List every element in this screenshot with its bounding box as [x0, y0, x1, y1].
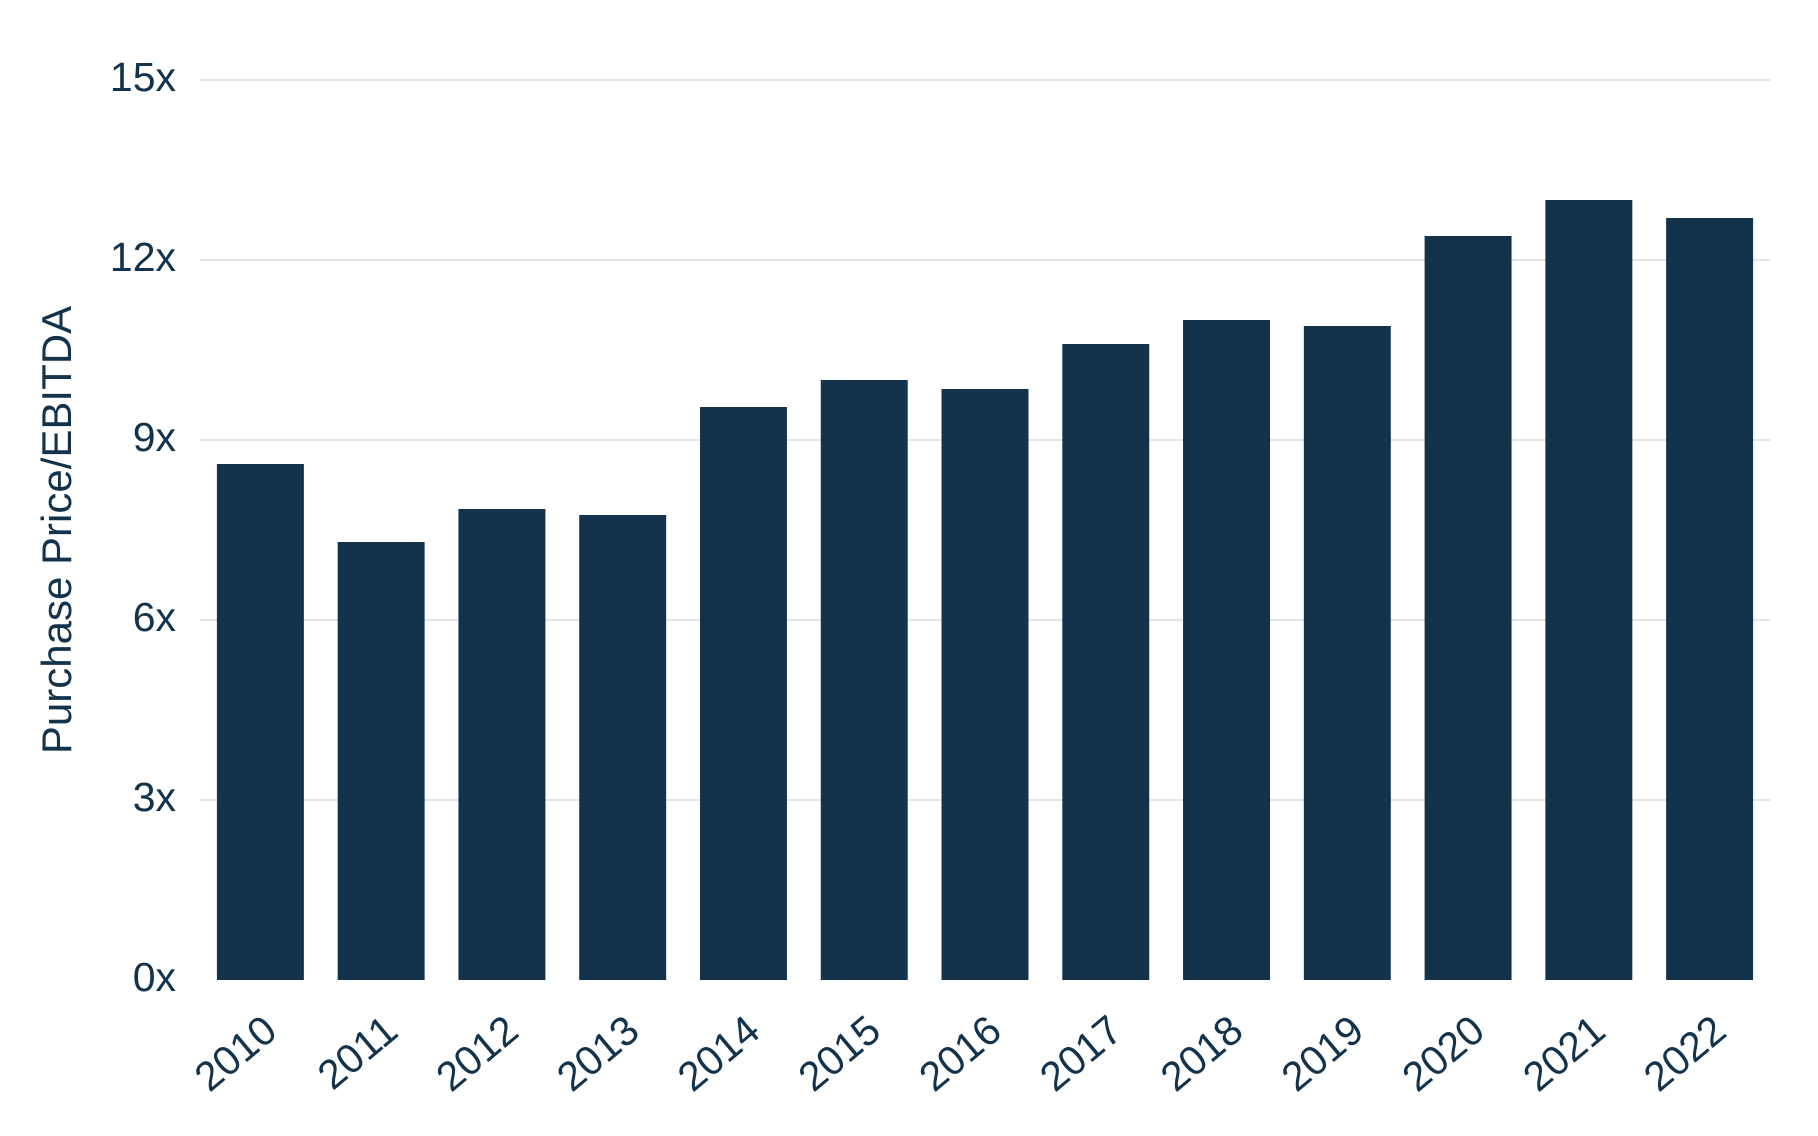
bar	[942, 389, 1029, 980]
bar	[1062, 344, 1149, 980]
bar	[217, 464, 304, 980]
bar-chart: 0x3x6x9x12x15x20102011201220132014201520…	[0, 0, 1818, 1136]
y-tick-label: 9x	[133, 414, 177, 460]
bar	[579, 515, 666, 980]
y-tick-label: 6x	[133, 594, 177, 640]
y-tick-label: 12x	[110, 234, 177, 280]
bar	[338, 542, 425, 980]
y-tick-label: 0x	[133, 954, 177, 1000]
bar	[1666, 218, 1753, 980]
bar	[1425, 236, 1512, 980]
y-tick-label: 15x	[110, 54, 177, 100]
bar	[1183, 320, 1270, 980]
bar	[821, 380, 908, 980]
bar	[1545, 200, 1632, 980]
bar	[458, 509, 545, 980]
bar	[700, 407, 787, 980]
y-axis-label: Purchase Price/EBITDA	[33, 306, 80, 754]
y-tick-label: 3x	[133, 774, 177, 820]
chart-container: 0x3x6x9x12x15x20102011201220132014201520…	[0, 0, 1818, 1136]
bar	[1304, 326, 1391, 980]
